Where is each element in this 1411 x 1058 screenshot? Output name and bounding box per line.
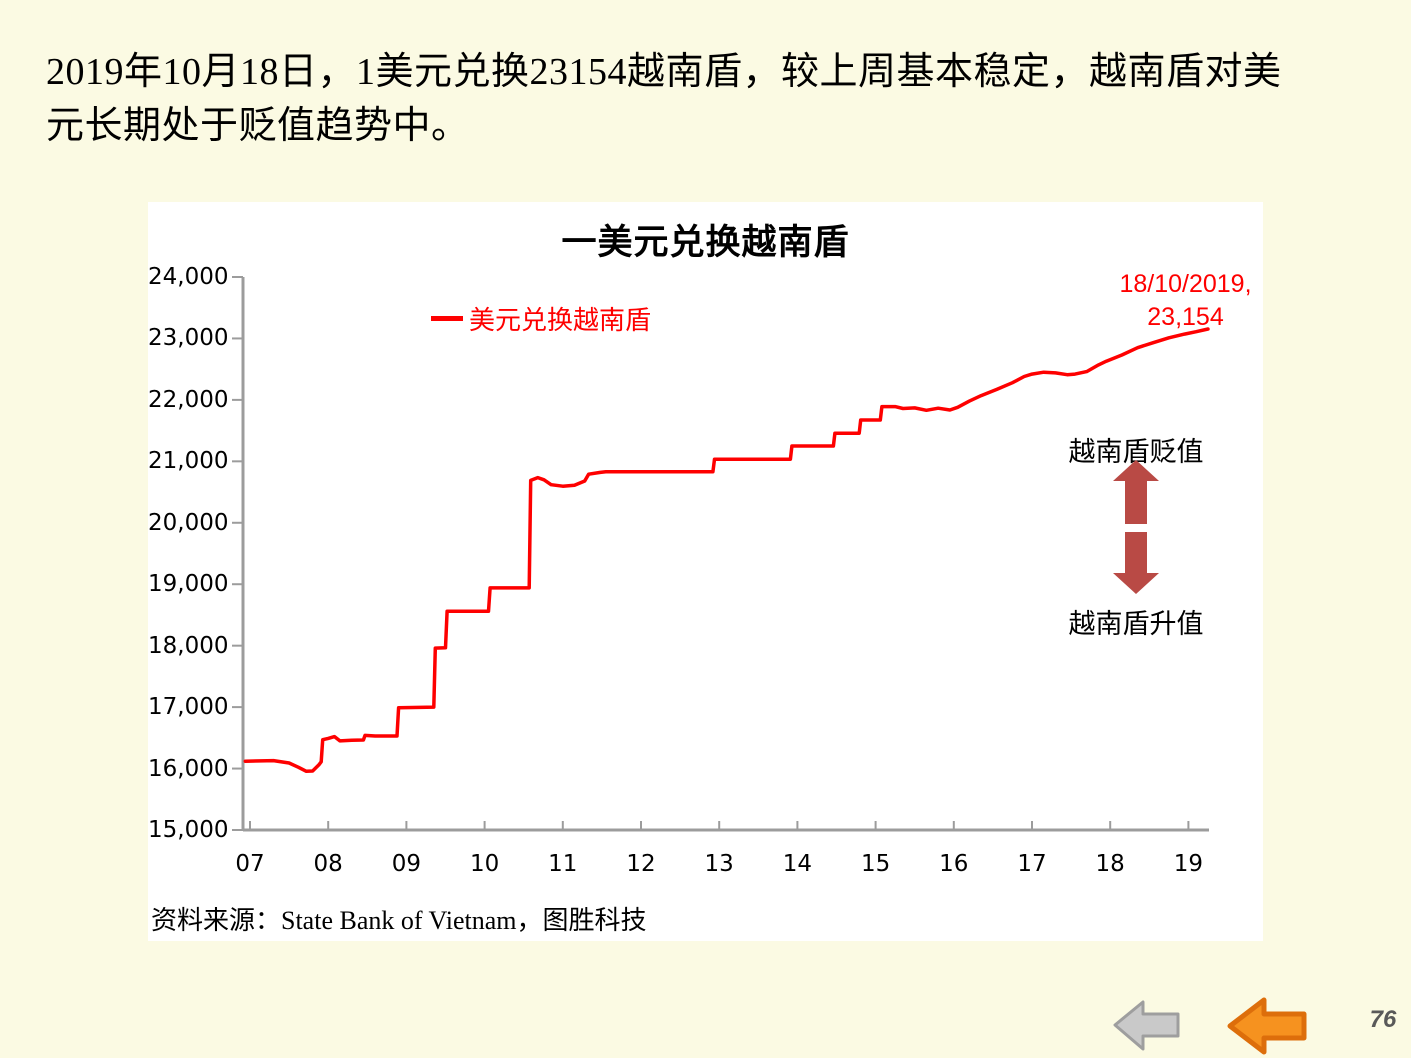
x-axis-tick-label: 11 — [548, 851, 578, 877]
source-note: 资料来源：State Bank of Vietnam，图胜科技 — [151, 906, 647, 935]
x-axis-tick-label: 19 — [1173, 851, 1204, 877]
page-number: 76 — [1369, 1006, 1397, 1033]
nav-back-orange-arrow-icon[interactable] — [1227, 997, 1307, 1055]
x-axis-tick-label: 09 — [391, 851, 422, 877]
y-axis-tick-label: 24,000 — [148, 264, 229, 290]
legend: 美元兑换越南盾 — [431, 300, 651, 337]
x-axis-tick-label: 13 — [704, 851, 734, 877]
down-arrow-icon — [1113, 532, 1159, 594]
x-axis-tick-label: 15 — [860, 851, 891, 877]
legend-line-swatch — [431, 316, 463, 321]
chart-card: 一美元兑换越南盾 美元兑换越南盾 18/10/2019, 23,154 越南盾贬… — [148, 202, 1263, 941]
y-axis-tick-label: 21,000 — [148, 448, 229, 475]
x-axis-tick-label: 18 — [1095, 851, 1125, 877]
annotation-date: 18/10/2019, — [1119, 270, 1252, 298]
up-arrow-icon — [1113, 460, 1159, 524]
x-axis-tick-label: 08 — [313, 851, 343, 877]
last-point-annotation: 18/10/2019, 23,154 — [1098, 268, 1273, 334]
x-axis-tick-label: 16 — [939, 851, 969, 877]
x-axis-tick-label: 07 — [235, 851, 265, 877]
y-axis-tick-label: 20,000 — [148, 509, 229, 536]
chart-title: 一美元兑换越南盾 — [561, 223, 850, 262]
y-axis-tick-label: 17,000 — [148, 694, 229, 721]
y-axis-tick-label: 15,000 — [148, 817, 229, 843]
annotation-value: 23,154 — [1147, 303, 1224, 331]
headline-line-2: 元长期处于贬值趋势中。 — [46, 104, 470, 147]
x-axis-tick-label: 12 — [626, 851, 656, 877]
x-axis-tick-label: 17 — [1017, 851, 1047, 877]
x-axis-tick-label: 10 — [469, 851, 500, 877]
y-axis-tick-label: 18,000 — [148, 632, 229, 659]
y-axis-tick-label: 16,000 — [148, 755, 229, 782]
y-axis-tick-label: 23,000 — [148, 325, 229, 352]
y-axis-tick-label: 19,000 — [148, 571, 229, 598]
usd-vnd-series-line — [243, 327, 1210, 774]
usd-vnd-line-chart — [232, 276, 1210, 832]
x-axis-tick-label: 14 — [782, 851, 813, 877]
axis-ticks — [232, 276, 1190, 831]
nav-back-gray-arrow-icon[interactable] — [1113, 1000, 1181, 1051]
y-axis-tick-label: 22,000 — [148, 386, 229, 413]
appreciation-label: 越南盾升值 — [1068, 609, 1204, 639]
headline: 2019年10月18日，1美元兑换23154越南盾，较上周基本稳定，越南盾对美 … — [46, 46, 1366, 154]
legend-label: 美元兑换越南盾 — [469, 306, 652, 335]
headline-line-1: 2019年10月18日，1美元兑换23154越南盾，较上周基本稳定，越南盾对美 — [46, 51, 1282, 93]
